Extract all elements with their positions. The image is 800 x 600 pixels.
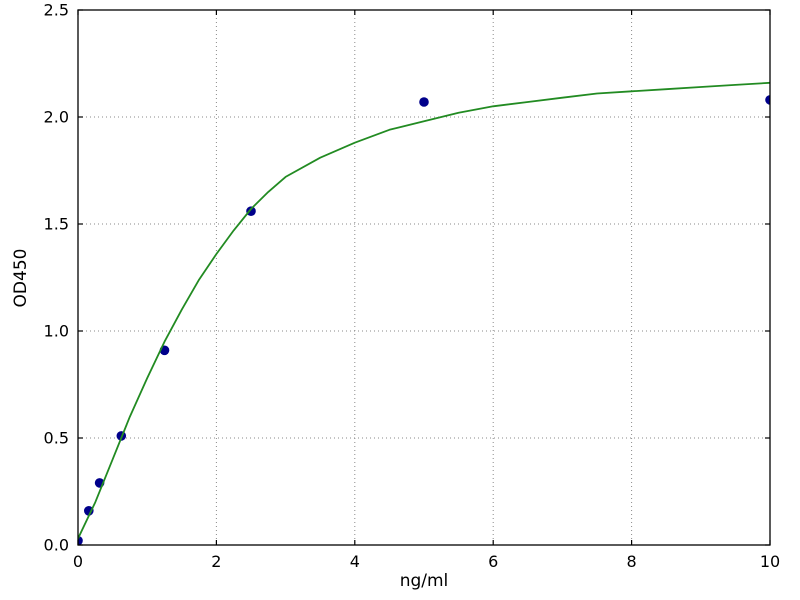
x-tick-label: 0: [73, 552, 83, 571]
data-point: [246, 206, 256, 216]
plot-frame: [77, 9, 771, 546]
fit-curve: [77, 81, 771, 539]
y-tick-label: 0.0: [44, 536, 69, 555]
x-tick-label: 8: [627, 552, 637, 571]
y-tick-label: 1.0: [44, 322, 69, 341]
x-tick-label: 6: [488, 552, 498, 571]
y-axis-title: OD450: [11, 249, 31, 308]
series-layer: [77, 81, 771, 546]
data-point: [765, 95, 771, 105]
y-tick-label: 2.5: [44, 1, 69, 20]
data-point: [419, 97, 429, 107]
x-tick-label: 2: [211, 552, 221, 571]
x-tick-label: 10: [760, 552, 780, 571]
chart-layer: 0 2 4 6 8 10 0.0 0.5 1.0 1.5 2.0 2.5: [44, 1, 781, 572]
x-tick-label: 4: [350, 552, 360, 571]
y-tick-label: 1.5: [44, 215, 69, 234]
y-tick-label: 2.0: [44, 108, 69, 127]
x-axis-title: ng/ml: [400, 571, 449, 591]
y-tick-label: 0.5: [44, 429, 69, 448]
data-point: [84, 506, 94, 516]
